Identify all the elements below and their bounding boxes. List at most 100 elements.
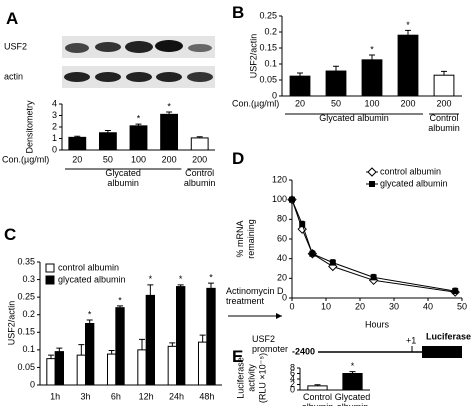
error-bar	[297, 72, 303, 77]
significance-mark: *	[179, 274, 183, 284]
x-tick-label: 100	[364, 98, 379, 108]
bar	[68, 136, 87, 151]
panel-letter: B	[232, 3, 245, 22]
bar	[176, 286, 186, 386]
reporter-label: Luciferase	[426, 331, 471, 341]
y-tick-label: 1	[52, 133, 57, 143]
error-bar	[147, 284, 154, 296]
y-tick-label: 120	[272, 174, 287, 184]
error-bar	[349, 371, 356, 374]
error-bar	[405, 29, 411, 36]
x-tick-label: 50	[457, 301, 467, 311]
error-bar	[196, 136, 203, 138]
bar	[307, 385, 328, 391]
significance-mark: *	[118, 295, 122, 305]
y-tick-label: 3	[52, 110, 57, 120]
legend-marker	[45, 275, 55, 285]
legend-label: control albumin	[58, 262, 119, 272]
x-tick-label: 24h	[169, 391, 184, 401]
blot-band	[187, 72, 213, 82]
treatment-arrowhead	[276, 313, 282, 319]
data-line	[291, 199, 456, 292]
bar	[54, 351, 65, 386]
significance-mark: *	[351, 361, 355, 371]
blot-label: actin	[4, 71, 23, 81]
x-tick-label: 200	[162, 154, 177, 164]
x-tick-label: 50	[331, 98, 341, 108]
bar	[85, 323, 95, 386]
y-tick-label: 100	[272, 194, 287, 204]
error-bar	[56, 347, 63, 352]
tss-label: +1	[406, 335, 416, 345]
significance-mark: *	[137, 114, 141, 124]
error-bar	[169, 342, 176, 347]
bar	[206, 287, 216, 386]
x-tick-label: 48h	[199, 391, 214, 401]
error-bar	[47, 354, 54, 359]
y-axis-label: Luciferase	[235, 357, 245, 399]
x-tick-label: 20	[295, 98, 305, 108]
error-bar	[369, 54, 375, 60]
data-point	[329, 259, 336, 266]
blot-band	[188, 44, 212, 52]
blot-band	[155, 40, 183, 52]
significance-mark: *	[370, 44, 374, 54]
panel-letter: E	[232, 347, 244, 366]
y-tick-label: 0.25	[17, 292, 35, 302]
bar	[106, 353, 117, 386]
blot-band	[64, 72, 90, 82]
y-tick-label: 0.15	[259, 42, 277, 52]
error-bar	[86, 319, 93, 324]
x-axis-label: Con.(µg/ml)	[2, 154, 49, 164]
y-tick-label: 0.2	[264, 26, 277, 36]
blot-band	[125, 41, 153, 53]
error-bar	[117, 305, 124, 308]
group-label: Glycated albumin	[319, 113, 389, 123]
bar	[167, 345, 178, 386]
annotation: Actinomycin D treatment	[226, 286, 284, 306]
legend-label: control albumin	[380, 166, 441, 176]
blot-band	[126, 72, 152, 82]
bar	[115, 307, 125, 386]
x-tick-label: 20	[72, 154, 82, 164]
y-axis-label: USF2/actin	[6, 301, 16, 346]
data-point	[299, 221, 306, 228]
error-bar	[138, 338, 145, 350]
x-tick-label: 30	[389, 301, 399, 311]
blot-band	[65, 43, 89, 53]
x-tick-label: 12h	[139, 391, 154, 401]
y-tick-label: 8	[290, 362, 295, 372]
x-tick-label: 40	[423, 301, 433, 311]
promoter-label: USF2 promoter	[252, 334, 289, 354]
x-tick-label: 1h	[50, 391, 60, 401]
y-tick-label: 0.15	[17, 327, 35, 337]
error-bar	[314, 384, 321, 386]
x-axis-label: Con.(µg/ml)	[232, 98, 279, 108]
x-tick-label: 3h	[80, 391, 90, 401]
y-tick-label: 0.25	[259, 10, 277, 20]
y-axis-label: Densitometry	[24, 100, 34, 154]
bar	[98, 132, 117, 151]
x-tick-label: 50	[103, 154, 113, 164]
y-tick-label: 0.3	[22, 274, 35, 284]
bar	[76, 354, 86, 386]
bar	[145, 294, 156, 386]
significance-mark: *	[209, 272, 213, 282]
x-tick-label: 0	[289, 301, 294, 311]
blot-band	[156, 72, 182, 82]
x-tick-label: Glycated albumin	[334, 392, 371, 406]
error-bar	[166, 111, 173, 115]
panel-letter: C	[4, 225, 17, 244]
x-tick-label: 200	[400, 98, 415, 108]
bar	[342, 373, 363, 391]
error-bar	[199, 334, 206, 343]
legend-label: glycated albumin	[58, 274, 126, 284]
bar	[190, 137, 209, 151]
y-tick-label: 0	[290, 384, 295, 394]
y-tick-label: 40	[277, 253, 287, 263]
y-tick-label: 2	[290, 379, 295, 389]
y-axis-label: activity	[246, 364, 256, 392]
significance-mark: *	[88, 309, 92, 319]
